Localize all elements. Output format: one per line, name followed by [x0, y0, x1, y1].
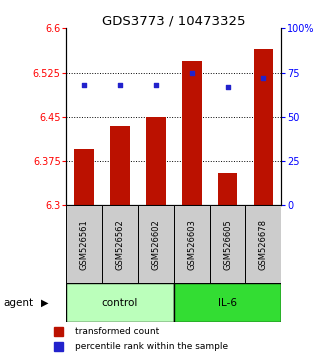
Text: percentile rank within the sample: percentile rank within the sample — [75, 342, 228, 351]
Point — [81, 82, 87, 88]
Bar — [110, 126, 130, 205]
Bar — [218, 173, 237, 205]
Text: GSM526603: GSM526603 — [187, 219, 196, 270]
Bar — [246, 205, 281, 283]
Text: GSM526605: GSM526605 — [223, 219, 232, 270]
Text: GSM526561: GSM526561 — [80, 219, 89, 270]
Point — [117, 82, 122, 88]
Text: transformed count: transformed count — [75, 326, 160, 336]
Bar — [74, 149, 94, 205]
Text: GSM526562: GSM526562 — [116, 219, 124, 270]
Bar — [174, 283, 281, 322]
Text: agent: agent — [3, 298, 33, 308]
Point — [225, 84, 230, 90]
Bar — [210, 205, 246, 283]
Bar — [54, 342, 63, 351]
Point — [153, 82, 159, 88]
Bar — [182, 61, 202, 205]
Text: IL-6: IL-6 — [218, 298, 237, 308]
Point — [189, 70, 194, 75]
Bar — [66, 205, 102, 283]
Bar — [102, 205, 138, 283]
Title: GDS3773 / 10473325: GDS3773 / 10473325 — [102, 14, 246, 27]
Bar — [174, 205, 210, 283]
Bar — [146, 117, 166, 205]
Text: GSM526602: GSM526602 — [151, 219, 160, 270]
Bar — [254, 49, 273, 205]
Text: GSM526678: GSM526678 — [259, 219, 268, 270]
Bar — [138, 205, 174, 283]
Point — [261, 75, 266, 81]
Bar — [54, 327, 63, 336]
Bar — [66, 283, 174, 322]
Text: control: control — [102, 298, 138, 308]
Text: ▶: ▶ — [41, 298, 49, 308]
